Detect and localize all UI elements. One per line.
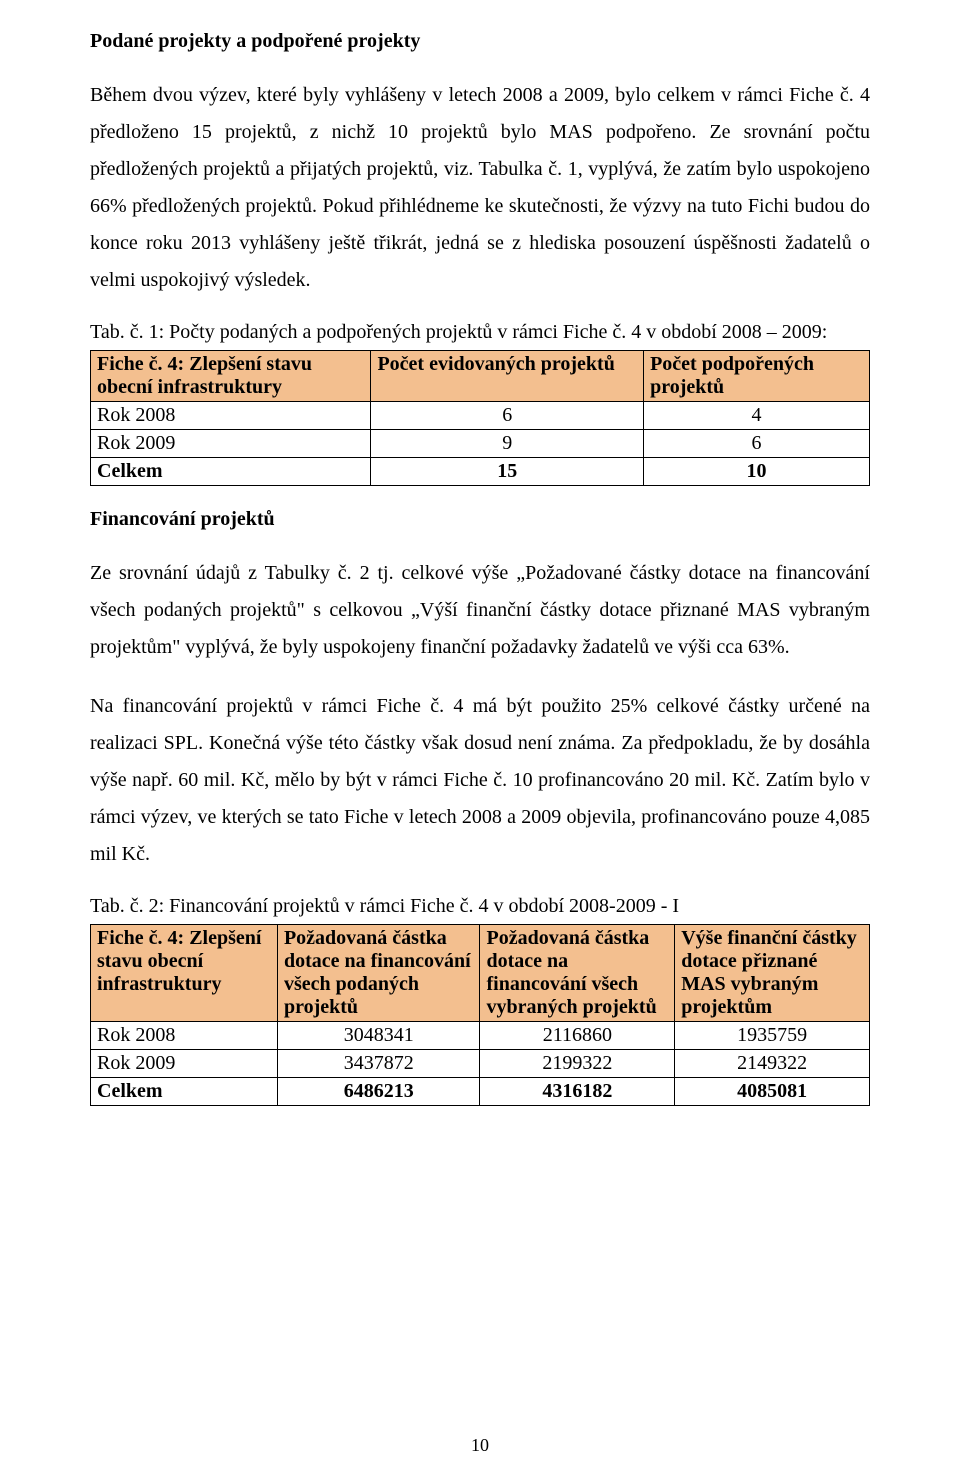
- table-financing: Fiche č. 4: Zlepšení stavu obecní infras…: [90, 924, 870, 1106]
- page-number: 10: [0, 1435, 960, 1456]
- table2-r2-c1: 6486213: [277, 1078, 480, 1106]
- table-row: Rok 2008 6 4: [91, 402, 870, 430]
- table2-r0-c3: 1935759: [675, 1022, 870, 1050]
- table2-col-0: Fiche č. 4: Zlepšení stavu obecní infras…: [91, 925, 278, 1022]
- table-projects-count: Fiche č. 4: Zlepšení stavu obecní infras…: [90, 350, 870, 486]
- table1-caption: Tab. č. 1: Počty podaných a podpořených …: [90, 321, 870, 344]
- table2-r0-c2: 2116860: [480, 1022, 675, 1050]
- table-row-total: Celkem 15 10: [91, 458, 870, 486]
- table-row: Rok 2008 3048341 2116860 1935759: [91, 1022, 870, 1050]
- table2-r1-c1: 3437872: [277, 1050, 480, 1078]
- table-row: Rok 2009 3437872 2199322 2149322: [91, 1050, 870, 1078]
- table1-r2-c2: 10: [644, 458, 870, 486]
- table2-caption: Tab. č. 2: Financování projektů v rámci …: [90, 895, 870, 918]
- section-heading-financing: Financování projektů: [90, 508, 870, 531]
- paragraph-3: Na financování projektů v rámci Fiche č.…: [90, 688, 870, 873]
- table2-col-2: Požadovaná částka dotace na financování …: [480, 925, 675, 1022]
- table1-col-0: Fiche č. 4: Zlepšení stavu obecní infras…: [91, 351, 371, 402]
- section-heading-projects: Podané projekty a podpořené projekty: [90, 30, 870, 53]
- table-header-row: Fiche č. 4: Zlepšení stavu obecní infras…: [91, 925, 870, 1022]
- table1-r1-c1: 9: [371, 430, 644, 458]
- table2-r0-c1: 3048341: [277, 1022, 480, 1050]
- table-row: Rok 2009 9 6: [91, 430, 870, 458]
- table1-r1-c2: 6: [644, 430, 870, 458]
- paragraph-1: Během dvou výzev, které byly vyhlášeny v…: [90, 77, 870, 299]
- table2-r2-label: Celkem: [91, 1078, 278, 1106]
- table-header-row: Fiche č. 4: Zlepšení stavu obecní infras…: [91, 351, 870, 402]
- paragraph-2: Ze srovnání údajů z Tabulky č. 2 tj. cel…: [90, 555, 870, 666]
- table1-r0-c1: 6: [371, 402, 644, 430]
- document-page: Podané projekty a podpořené projekty Běh…: [0, 0, 960, 1484]
- table1-r2-label: Celkem: [91, 458, 371, 486]
- table1-r0-c2: 4: [644, 402, 870, 430]
- table2-col-3: Výše finanční částky dotace přiznané MAS…: [675, 925, 870, 1022]
- table2-r1-label: Rok 2009: [91, 1050, 278, 1078]
- table2-r1-c2: 2199322: [480, 1050, 675, 1078]
- table2-r2-c3: 4085081: [675, 1078, 870, 1106]
- table2-col-1: Požadovaná částka dotace na financování …: [277, 925, 480, 1022]
- table1-r0-label: Rok 2008: [91, 402, 371, 430]
- table2-r0-label: Rok 2008: [91, 1022, 278, 1050]
- table2-r1-c3: 2149322: [675, 1050, 870, 1078]
- table2-r2-c2: 4316182: [480, 1078, 675, 1106]
- table1-col-2: Počet podpořených projektů: [644, 351, 870, 402]
- table1-r2-c1: 15: [371, 458, 644, 486]
- table1-col-1: Počet evidovaných projektů: [371, 351, 644, 402]
- table1-r1-label: Rok 2009: [91, 430, 371, 458]
- table-row-total: Celkem 6486213 4316182 4085081: [91, 1078, 870, 1106]
